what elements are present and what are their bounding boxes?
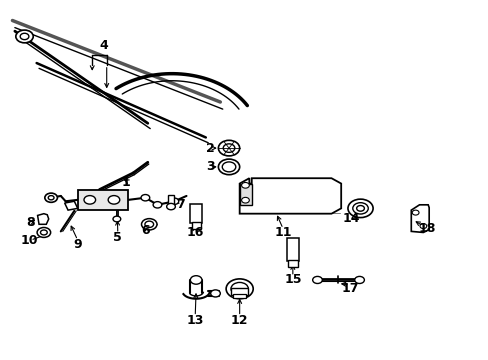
Text: 9: 9: [73, 238, 82, 251]
Circle shape: [210, 290, 220, 297]
Bar: [190, 204, 202, 223]
Text: 18: 18: [418, 222, 435, 235]
Circle shape: [223, 144, 234, 152]
Circle shape: [48, 195, 54, 200]
Circle shape: [41, 230, 47, 235]
Circle shape: [108, 195, 120, 204]
Circle shape: [411, 210, 418, 215]
Text: 3: 3: [206, 161, 215, 174]
Circle shape: [16, 30, 33, 43]
Circle shape: [222, 162, 235, 172]
Text: 8: 8: [26, 216, 35, 229]
Text: 16: 16: [186, 226, 203, 239]
Circle shape: [241, 183, 249, 188]
Circle shape: [166, 203, 175, 210]
Circle shape: [347, 199, 372, 217]
Circle shape: [20, 33, 29, 40]
Text: 17: 17: [341, 282, 358, 294]
Text: 7: 7: [176, 198, 184, 211]
Bar: [287, 260, 297, 267]
Text: 12: 12: [230, 314, 248, 327]
Circle shape: [218, 140, 239, 156]
Circle shape: [84, 195, 95, 204]
Text: 10: 10: [20, 234, 38, 247]
Circle shape: [241, 197, 249, 203]
Circle shape: [170, 198, 179, 204]
Bar: [233, 294, 245, 298]
Circle shape: [352, 203, 367, 214]
Bar: [191, 222, 200, 229]
Circle shape: [312, 276, 322, 283]
Circle shape: [153, 202, 162, 208]
Text: 15: 15: [284, 274, 301, 287]
Bar: [168, 195, 174, 205]
Circle shape: [141, 194, 149, 201]
Circle shape: [356, 206, 364, 211]
Polygon shape: [64, 201, 78, 210]
Text: 14: 14: [342, 212, 359, 225]
Text: 2: 2: [206, 141, 215, 154]
Text: 5: 5: [113, 231, 122, 244]
Circle shape: [141, 219, 157, 230]
Circle shape: [37, 228, 51, 238]
Text: 1: 1: [122, 176, 130, 189]
Circle shape: [144, 221, 153, 228]
Bar: [286, 238, 299, 261]
Circle shape: [225, 279, 253, 299]
Text: 11: 11: [274, 226, 291, 239]
Bar: [78, 190, 128, 210]
Circle shape: [45, 193, 57, 202]
Polygon shape: [239, 178, 341, 214]
Text: 13: 13: [186, 314, 203, 327]
Circle shape: [354, 276, 364, 283]
Polygon shape: [38, 214, 49, 224]
Circle shape: [190, 276, 202, 284]
Polygon shape: [410, 205, 428, 233]
Bar: [230, 288, 248, 295]
Text: 6: 6: [141, 224, 149, 237]
Circle shape: [419, 224, 426, 229]
Text: 4: 4: [99, 39, 107, 53]
Circle shape: [218, 159, 239, 175]
Circle shape: [113, 216, 121, 222]
Bar: [239, 184, 251, 205]
Circle shape: [230, 283, 248, 295]
